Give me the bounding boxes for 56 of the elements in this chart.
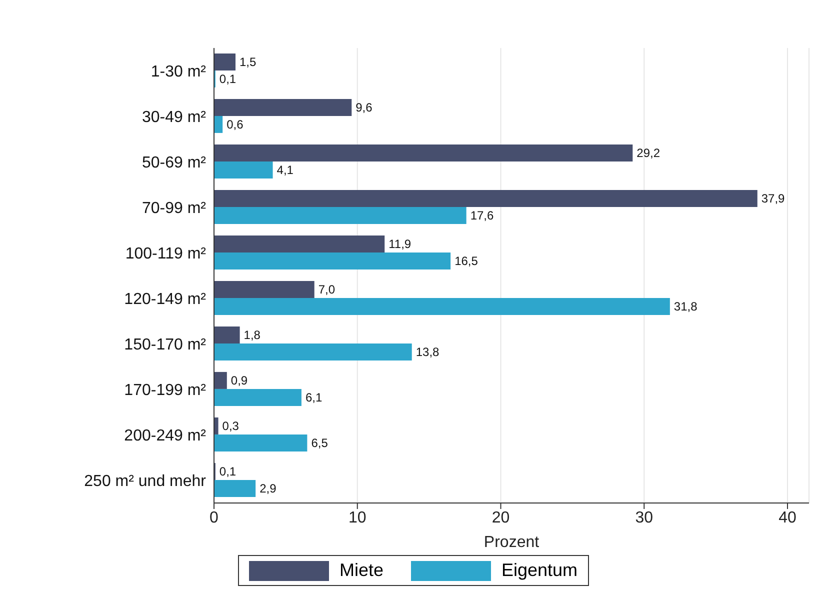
bar bbox=[214, 98, 352, 116]
data-label: 13,8 bbox=[416, 344, 440, 359]
data-label: 0,3 bbox=[222, 418, 240, 433]
bar bbox=[214, 252, 451, 270]
bar bbox=[214, 326, 240, 344]
x-axis-title: Prozent bbox=[484, 534, 540, 551]
x-tick-label: 10 bbox=[348, 509, 366, 526]
data-label: 0,9 bbox=[230, 373, 248, 388]
bar bbox=[214, 417, 218, 434]
y-tick-label: 100-119 m² bbox=[125, 245, 207, 262]
data-label: 29,2 bbox=[636, 146, 660, 160]
data-label: 1,8 bbox=[244, 328, 261, 342]
y-tick-label: 200-249 m² bbox=[124, 427, 207, 444]
y-tick-label: 120-149 m² bbox=[124, 290, 207, 308]
bar bbox=[214, 298, 670, 315]
x-tick-label: 0 bbox=[210, 509, 219, 526]
data-label: 2,9 bbox=[260, 481, 277, 496]
bar bbox=[214, 144, 633, 162]
y-tick-label: 1-30 m² bbox=[150, 63, 207, 80]
x-tick-label: 40 bbox=[778, 509, 796, 526]
data-label: 4,1 bbox=[276, 162, 294, 177]
bar bbox=[214, 388, 302, 406]
data-label: 0,6 bbox=[226, 117, 244, 132]
x-tick-label: 30 bbox=[635, 509, 654, 526]
bar bbox=[214, 235, 385, 252]
bar bbox=[214, 53, 236, 70]
bar bbox=[214, 372, 227, 389]
data-label: 6,5 bbox=[311, 436, 328, 450]
bar bbox=[214, 434, 308, 452]
y-tick-label: 30-49 m² bbox=[142, 108, 207, 126]
bar bbox=[214, 116, 223, 133]
y-tick-label: 70-99 m² bbox=[142, 200, 207, 217]
bar bbox=[214, 206, 466, 224]
data-label: 17,6 bbox=[470, 208, 494, 222]
x-tick-label: 20 bbox=[492, 509, 510, 526]
legend-label: Eigentum bbox=[501, 560, 578, 581]
data-label: 0,1 bbox=[219, 72, 236, 86]
bar bbox=[214, 480, 256, 497]
bar bbox=[214, 190, 758, 207]
bar bbox=[214, 343, 412, 360]
data-label: 1,5 bbox=[240, 54, 257, 69]
data-label: 0,1 bbox=[219, 464, 236, 478]
data-label: 31,8 bbox=[674, 299, 698, 314]
bar bbox=[214, 161, 273, 178]
y-tick-label: 170-199 m² bbox=[124, 382, 207, 399]
data-label: 16,5 bbox=[454, 254, 478, 268]
data-label: 11,9 bbox=[388, 236, 412, 251]
data-label: 37,9 bbox=[761, 191, 786, 206]
y-tick-label: 150-170 m² bbox=[124, 336, 207, 354]
data-label: 7,0 bbox=[318, 282, 336, 296]
bar bbox=[214, 280, 314, 298]
legend-label: Miete bbox=[339, 560, 384, 581]
y-tick-label: 250 m² und mehr bbox=[84, 472, 207, 490]
data-label: 9,6 bbox=[356, 100, 373, 114]
y-tick-label: 50-69 m² bbox=[142, 154, 207, 172]
data-label: 6,1 bbox=[305, 390, 322, 404]
